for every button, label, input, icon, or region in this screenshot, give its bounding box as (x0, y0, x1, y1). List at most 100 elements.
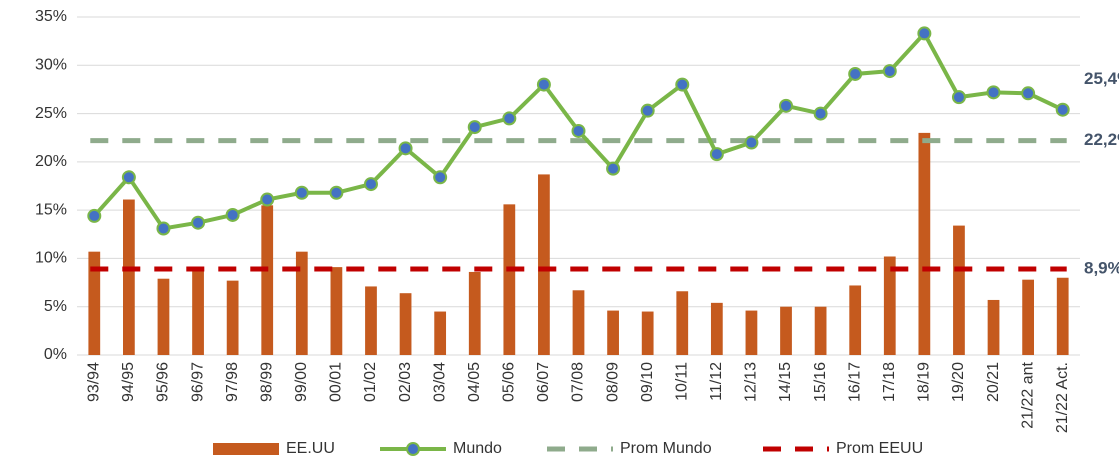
bar (676, 291, 689, 355)
bar (261, 205, 274, 355)
x-tick-label: 09/10 (639, 362, 656, 402)
bar (503, 204, 516, 355)
marker (779, 98, 794, 113)
marker (813, 106, 828, 121)
x-tick-label: 17/18 (881, 362, 898, 402)
x-tick-label: 97/98 (224, 362, 241, 402)
marker (225, 207, 240, 222)
bar (226, 280, 239, 355)
marker (87, 208, 102, 223)
y-tick-label: 0% (44, 346, 67, 363)
bar (365, 286, 377, 355)
x-tick-label: 12/13 (743, 362, 760, 402)
x-tick-label: 01/02 (362, 362, 379, 402)
x-tick-label: 07/08 (570, 362, 587, 402)
x-tick-label: 18/19 (916, 362, 933, 402)
marker (709, 147, 724, 162)
bar (538, 174, 550, 355)
bar (572, 290, 585, 355)
y-tick-label: 20% (35, 153, 67, 170)
marker (502, 111, 517, 126)
y-tick-label: 25% (35, 105, 67, 122)
y-tick-label: 30% (35, 57, 67, 74)
marker (363, 177, 378, 192)
marker (294, 185, 309, 200)
bar (745, 310, 758, 355)
marker (951, 90, 966, 105)
bar (987, 299, 1000, 355)
bar (192, 270, 204, 355)
x-tick-label: 05/06 (501, 362, 518, 402)
x-tick-label: 21/22 ant (1019, 361, 1036, 428)
x-tick-label: 02/03 (397, 362, 414, 402)
bar (122, 199, 135, 355)
average-label: 8,9% (1084, 259, 1119, 278)
marker (260, 192, 275, 207)
x-tick-label: 98/99 (258, 362, 275, 402)
legend-label: Prom EEUU (836, 440, 923, 457)
bar (814, 306, 827, 355)
marker (882, 64, 897, 79)
legend-swatch (213, 443, 279, 455)
y-tick-label: 10% (35, 250, 67, 267)
legend-label: Prom Mundo (620, 440, 712, 457)
x-tick-label: 20/21 (985, 362, 1002, 402)
marker (986, 85, 1001, 100)
marker (329, 185, 344, 200)
y-tick-label: 15% (35, 201, 67, 218)
y-tick-label: 35% (35, 8, 67, 25)
x-tick-label: 06/07 (535, 362, 552, 402)
x-tick-label: 94/95 (120, 362, 137, 402)
x-tick-label: 08/09 (604, 362, 621, 402)
x-tick-label: 16/17 (846, 362, 863, 402)
bar (710, 302, 723, 355)
bar (607, 310, 619, 355)
marker (675, 77, 690, 92)
bar (157, 278, 170, 355)
marker (121, 170, 136, 185)
x-tick-label: 14/15 (777, 362, 794, 402)
x-tick-label: 21/22 Act. (1054, 362, 1071, 433)
x-tick-label: 93/94 (86, 362, 103, 402)
bar (330, 267, 343, 355)
x-tick-label: 10/11 (673, 362, 690, 401)
marker (191, 215, 206, 230)
legend-label: EE.UU (286, 440, 335, 457)
bar (1022, 279, 1035, 355)
x-tick-label: 04/05 (466, 362, 483, 402)
x-tick-label: 96/97 (189, 362, 206, 402)
average-label: 22,2% (1084, 130, 1119, 149)
marker (571, 123, 586, 138)
bar (849, 285, 862, 355)
bar (88, 251, 101, 355)
marker (848, 66, 863, 81)
legend-label: Mundo (453, 440, 502, 457)
x-tick-label: 19/20 (950, 362, 967, 402)
x-tick-label: 03/04 (431, 362, 448, 402)
bar (434, 311, 447, 355)
marker (917, 26, 932, 41)
x-tick-label: 00/01 (328, 362, 345, 402)
marker (467, 120, 482, 135)
bar (468, 271, 481, 355)
x-tick-label: 99/00 (293, 362, 310, 402)
bar (399, 293, 412, 355)
marker (536, 77, 551, 92)
y-tick-label: 5% (44, 298, 67, 315)
marker (744, 135, 759, 150)
marker (1055, 102, 1070, 117)
x-tick-label: 15/16 (812, 362, 829, 402)
marker (640, 103, 655, 118)
bar (918, 132, 931, 355)
marker (606, 161, 621, 176)
marker (433, 170, 448, 185)
x-tick-label: 95/96 (155, 362, 172, 402)
bar (883, 256, 896, 355)
legend-swatch (406, 442, 420, 456)
bar (780, 306, 792, 355)
marker (156, 221, 171, 236)
bar (641, 311, 654, 355)
marker (398, 141, 413, 156)
bar (295, 251, 308, 355)
